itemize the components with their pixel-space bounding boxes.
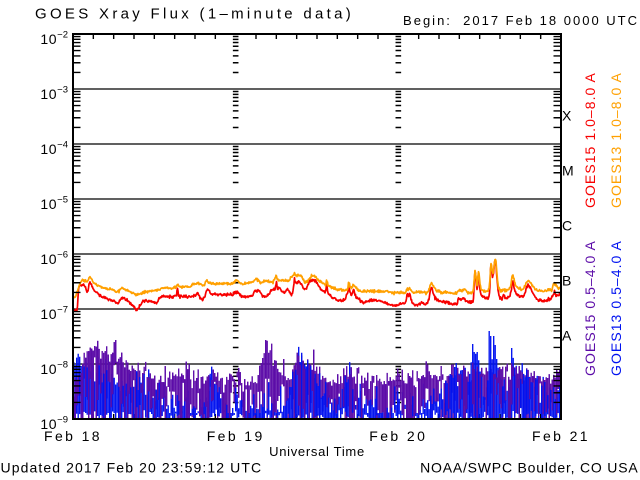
svg-text:Updated 2017 Feb 20 23:59:12 U: Updated 2017 Feb 20 23:59:12 UTC [1, 460, 263, 476]
svg-text:A: A [562, 328, 572, 344]
svg-text:10−8: 10−8 [40, 360, 68, 378]
svg-text:10−6: 10−6 [40, 250, 68, 268]
svg-text:10−3: 10−3 [40, 85, 68, 103]
svg-text:Feb 19: Feb 19 [207, 428, 265, 444]
svg-text:Feb 20: Feb 20 [369, 428, 427, 444]
svg-text:Begin: 2017 Feb 18 0000 UTC: Begin: 2017 Feb 18 0000 UTC [403, 13, 639, 28]
svg-text:10−2: 10−2 [40, 30, 68, 48]
svg-text:B: B [562, 273, 571, 289]
svg-text:C: C [562, 218, 572, 234]
svg-text:10−5: 10−5 [40, 195, 68, 213]
svg-text:Feb 18: Feb 18 [44, 428, 102, 444]
svg-text:NOAA/SWPC Boulder, CO USA: NOAA/SWPC Boulder, CO USA [420, 460, 638, 476]
svg-text:X: X [562, 108, 572, 124]
svg-text:GOES15 0.5–4.0 A: GOES15 0.5–4.0 A [582, 240, 598, 376]
svg-text:GOES Xray Flux (1–minute data): GOES Xray Flux (1–minute data) [35, 6, 354, 23]
svg-text:GOES13 0.5–4.0 A: GOES13 0.5–4.0 A [608, 240, 624, 376]
svg-text:GOES13 1.0–8.0 A: GOES13 1.0–8.0 A [608, 72, 624, 208]
svg-text:10−7: 10−7 [40, 305, 68, 323]
svg-text:GOES15 1.0–8.0 A: GOES15 1.0–8.0 A [582, 72, 598, 208]
svg-text:10−9: 10−9 [40, 415, 68, 433]
svg-text:M: M [562, 163, 574, 179]
svg-text:10−4: 10−4 [40, 140, 68, 158]
svg-text:Feb 21: Feb 21 [532, 428, 590, 444]
svg-text:Universal Time: Universal Time [269, 444, 365, 459]
